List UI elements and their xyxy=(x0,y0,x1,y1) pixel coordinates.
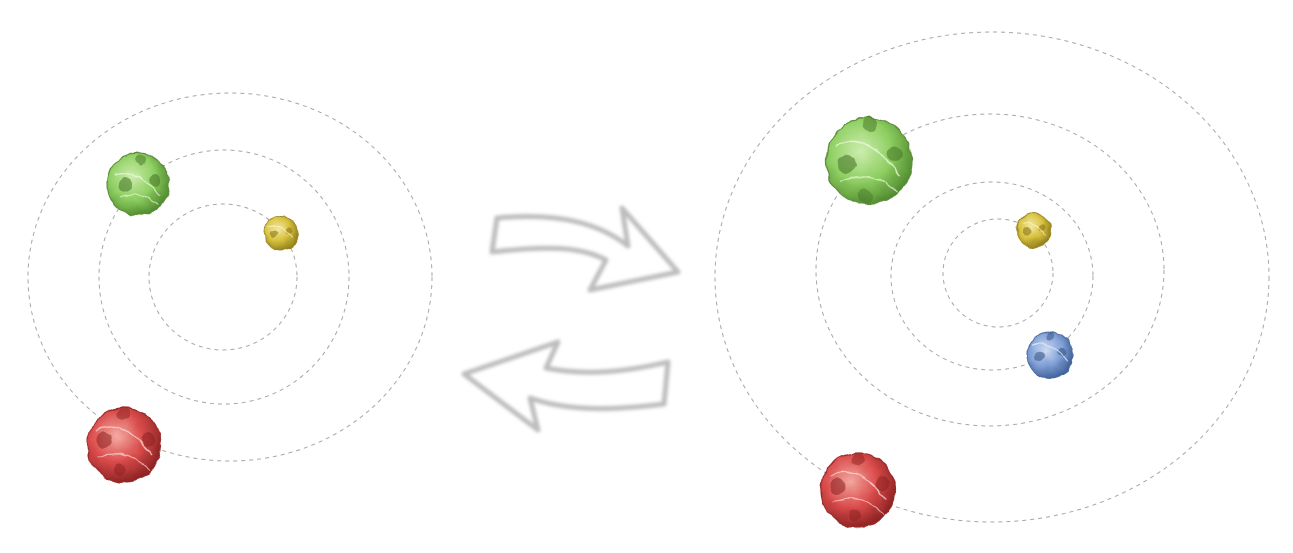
left-system xyxy=(27,92,433,483)
right-green-sphere xyxy=(825,117,913,205)
right-blue-sphere xyxy=(1026,331,1074,379)
right-orbit-third xyxy=(815,113,1165,427)
right-red-sphere xyxy=(820,452,896,528)
left-red-sphere xyxy=(86,407,162,483)
curved-arrow-left-icon xyxy=(461,339,671,433)
left-yellow-sphere xyxy=(263,215,299,251)
left-orbit-inner xyxy=(148,203,298,351)
right-orbit-outer xyxy=(714,31,1270,523)
right-yellow-sphere xyxy=(1016,212,1052,248)
left-orbit-outer xyxy=(27,92,433,462)
right-orbit-inner xyxy=(942,218,1054,328)
right-orbit-second xyxy=(890,181,1094,371)
curved-arrow-right-icon xyxy=(489,205,681,293)
left-orbit-middle xyxy=(98,149,350,405)
right-system xyxy=(714,31,1270,528)
left-green-sphere xyxy=(106,152,170,216)
